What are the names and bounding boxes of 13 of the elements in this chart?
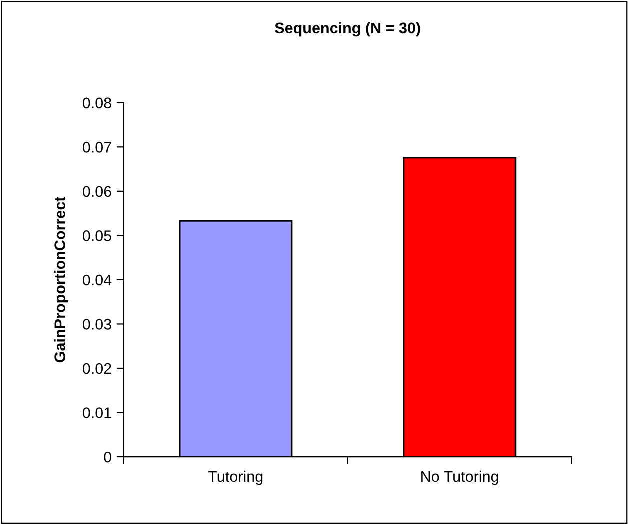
y-tick-label: 0.02 [82, 363, 112, 374]
x-tick-label: No Tutoring [422, 470, 498, 486]
y-tick-label: 0 [104, 452, 112, 463]
y-tick-label: 0.08 [82, 98, 112, 109]
chart-title: Sequencing (N = 30) [275, 22, 420, 37]
y-tick-label: 0.01 [82, 408, 112, 418]
y-tick-label: 0.05 [82, 230, 112, 242]
y-tick-label: 0.07 [82, 142, 112, 153]
y-tick-label: 0.06 [82, 186, 112, 198]
x-tick-label: Tutoring [208, 470, 263, 486]
y-tick-label: 0.03 [82, 319, 112, 330]
y-axis-title: GainProportionCorrect [54, 196, 68, 363]
y-tick-label: 0.04 [82, 274, 112, 286]
